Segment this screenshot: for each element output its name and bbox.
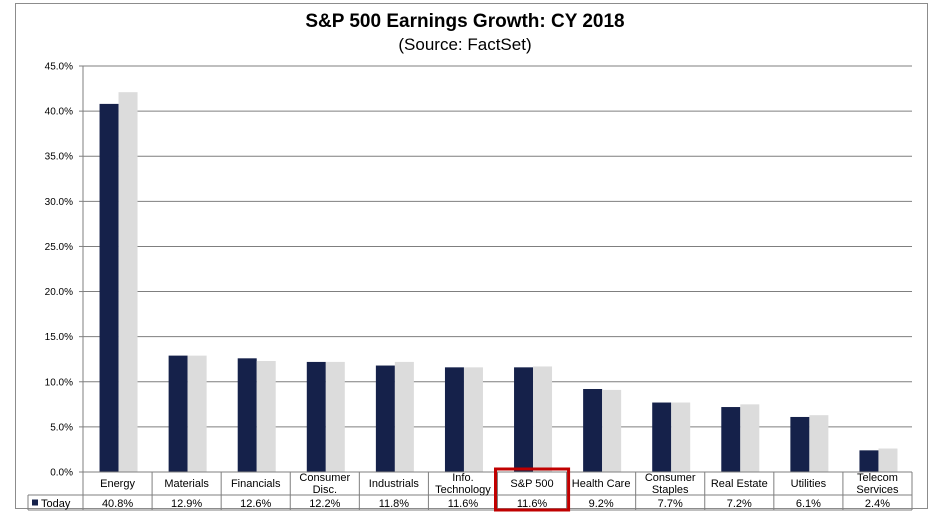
bar-series-2 bbox=[602, 389, 622, 472]
category-label: Health Care bbox=[572, 478, 631, 490]
chart-frame bbox=[15, 3, 928, 509]
category-label: Financials bbox=[231, 478, 281, 490]
y-tick-label: 20.0% bbox=[45, 287, 73, 298]
category-label: Disc. bbox=[313, 484, 337, 496]
data-label: 7.7% bbox=[658, 498, 683, 510]
data-label: 12.6% bbox=[240, 498, 271, 510]
data-label: 2.4% bbox=[865, 498, 890, 510]
data-label: 9.2% bbox=[589, 498, 614, 510]
bar-series-2 bbox=[533, 366, 553, 472]
bar-today bbox=[859, 450, 879, 472]
y-tick-label: 0.0% bbox=[50, 468, 73, 479]
bar-today bbox=[652, 402, 672, 472]
bar-today bbox=[99, 103, 119, 472]
bar-today bbox=[514, 367, 534, 472]
bar-series-2 bbox=[463, 367, 483, 472]
bar-series-2 bbox=[740, 404, 760, 472]
y-tick-label: 45.0% bbox=[45, 62, 73, 73]
category-label: Telecom bbox=[857, 472, 898, 484]
category-label: S&P 500 bbox=[510, 478, 553, 490]
chart-title: S&P 500 Earnings Growth: CY 2018 bbox=[305, 11, 625, 32]
bar-today bbox=[375, 365, 395, 472]
data-label: 11.6% bbox=[448, 498, 479, 510]
bar-today bbox=[168, 355, 188, 472]
data-label: 6.1% bbox=[796, 498, 821, 510]
category-label: Materials bbox=[164, 478, 209, 490]
category-label: Real Estate bbox=[711, 478, 768, 490]
y-tick-label: 25.0% bbox=[45, 242, 73, 253]
highlight-box bbox=[494, 467, 571, 512]
bar-today bbox=[444, 367, 464, 472]
data-label: 11.6% bbox=[517, 498, 548, 510]
data-label: 11.8% bbox=[379, 498, 410, 510]
data-label: 12.9% bbox=[171, 498, 202, 510]
bar-series-2 bbox=[325, 361, 345, 472]
bar-series-2 bbox=[187, 355, 207, 472]
category-label: Technology bbox=[435, 484, 491, 496]
category-label: Energy bbox=[100, 478, 135, 490]
category-label: Consumer bbox=[299, 472, 350, 484]
bar-today bbox=[790, 416, 810, 472]
y-tick-label: 30.0% bbox=[45, 197, 73, 208]
category-label: Utilities bbox=[791, 478, 827, 490]
legend-swatch bbox=[32, 499, 38, 506]
bar-today bbox=[306, 361, 326, 472]
y-tick-label: 35.0% bbox=[45, 152, 73, 163]
category-label: Info. bbox=[452, 472, 473, 484]
category-label: Industrials bbox=[369, 478, 420, 490]
bar-series-2 bbox=[118, 92, 138, 473]
data-label: 40.8% bbox=[102, 498, 133, 510]
bar-today bbox=[237, 358, 257, 472]
legend-label: Today bbox=[41, 498, 71, 510]
data-label: 12.2% bbox=[309, 498, 340, 510]
bar-series-2 bbox=[809, 415, 829, 472]
y-tick-label: 15.0% bbox=[45, 332, 73, 343]
bar-today bbox=[583, 388, 603, 472]
y-tick-label: 5.0% bbox=[50, 422, 73, 433]
y-tick-label: 10.0% bbox=[45, 377, 73, 388]
data-label: 7.2% bbox=[727, 498, 752, 510]
category-label: Consumer bbox=[645, 472, 696, 484]
bar-series-2 bbox=[394, 361, 414, 472]
bar-today bbox=[721, 407, 741, 472]
bar-series-2 bbox=[878, 448, 898, 472]
bar-series-2 bbox=[671, 402, 691, 472]
chart-subtitle: (Source: FactSet) bbox=[398, 35, 532, 54]
bar-series-2 bbox=[256, 361, 276, 472]
category-label: Services bbox=[856, 484, 899, 496]
category-label: Staples bbox=[652, 484, 689, 496]
y-tick-label: 40.0% bbox=[45, 107, 73, 118]
